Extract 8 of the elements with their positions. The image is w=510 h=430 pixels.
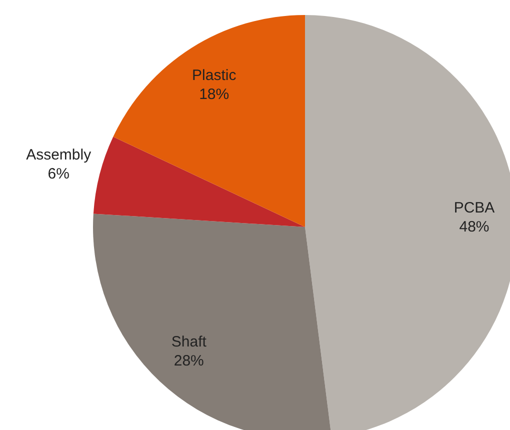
slice-label: Assembly: [26, 146, 92, 164]
data-label: 6%: [48, 166, 70, 183]
data-label: 48%: [459, 218, 490, 236]
data-label: 18%: [199, 86, 230, 103]
data-label: 28%: [174, 352, 204, 370]
slice-label: PCBA: [454, 199, 495, 216]
slice-label: Shaft: [171, 334, 208, 351]
slice-label: Plastic: [192, 66, 237, 84]
